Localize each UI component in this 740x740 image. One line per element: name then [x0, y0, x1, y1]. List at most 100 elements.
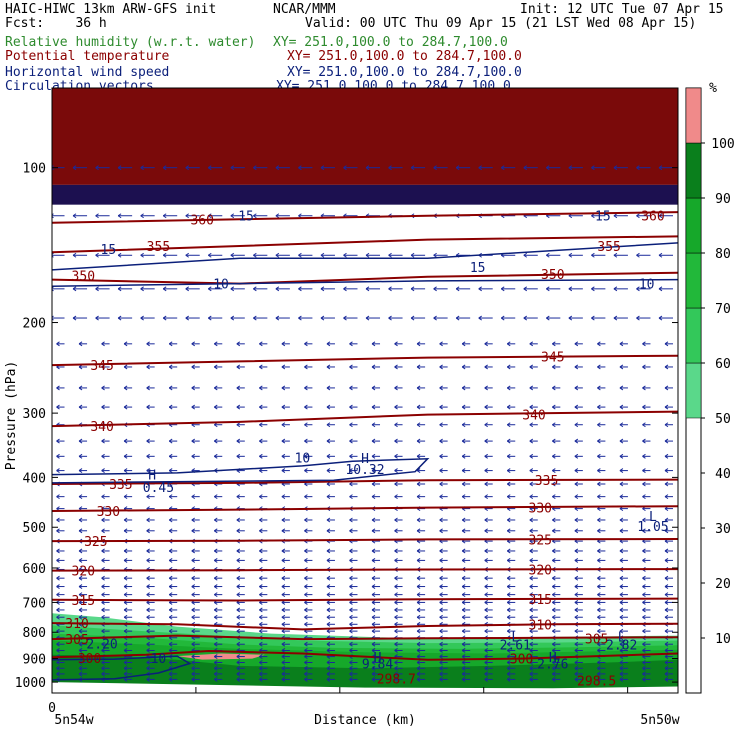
- wind-vector-head: [394, 364, 398, 370]
- wind-vector-head: [326, 528, 331, 534]
- wind-vector-head: [664, 614, 669, 620]
- wind-vector-head: [191, 628, 196, 634]
- wind-vector-head: [349, 592, 353, 598]
- wind-vector-head: [506, 385, 511, 391]
- wind-vector-head: [439, 584, 443, 589]
- wind-vector-head: [101, 584, 105, 589]
- wind-vector-head: [642, 676, 646, 682]
- wind-vector-head: [410, 286, 415, 292]
- wind-vector-head: [191, 584, 196, 589]
- wind-vector-head: [394, 404, 398, 410]
- wind-vector-head: [484, 517, 488, 523]
- wind-vector-head: [478, 315, 482, 321]
- wind-vector-head: [236, 665, 241, 671]
- wind-vector-head: [123, 517, 128, 523]
- wind-vector-head: [574, 453, 579, 459]
- wind-vector-head: [168, 648, 173, 653]
- wind-vector-head: [168, 453, 173, 459]
- wind-vector-head: [101, 528, 105, 534]
- wind-vector-head: [394, 614, 398, 620]
- wind-vector-head: [349, 453, 353, 459]
- wind-vector-head: [416, 404, 421, 410]
- wind-vector-head: [664, 438, 669, 444]
- theta-label: 355: [147, 240, 170, 255]
- wind-vector-head: [394, 453, 398, 459]
- wind-vector-head: [326, 641, 331, 647]
- wind-vector-head: [349, 614, 353, 620]
- wind-vector-head: [461, 575, 466, 581]
- colorbar-tick-label: 70: [715, 302, 731, 317]
- wind-vector-head: [619, 404, 624, 410]
- wind-vector-head: [658, 315, 663, 321]
- wind-vector-head: [304, 438, 308, 444]
- wind-vector-head: [123, 438, 128, 444]
- theta-label: 305: [65, 633, 88, 648]
- wind-vector-head: [304, 660, 308, 665]
- wind-vector-head: [304, 671, 308, 677]
- wind-vector-head: [281, 592, 286, 598]
- wind-vector-head: [259, 654, 263, 659]
- wind-vector-head: [298, 315, 302, 321]
- wind-vector-head: [664, 592, 669, 598]
- theta-label: 320: [72, 565, 95, 580]
- wind-vector-head: [326, 364, 331, 370]
- wind-vector-head: [506, 628, 511, 634]
- theta-label: 325: [84, 535, 107, 550]
- wind-vector-head: [371, 621, 376, 627]
- theta-contour-330: [52, 505, 678, 512]
- wind-vector-head: [439, 557, 443, 563]
- wind-vector-head: [642, 665, 646, 671]
- wind-vector-head: [664, 654, 669, 659]
- colorbar-tick-label: 90: [715, 192, 731, 207]
- theta-label: 310: [529, 618, 552, 633]
- wind-vector-head: [416, 517, 421, 523]
- wind-vector-head: [439, 654, 443, 659]
- wind-vector-head: [78, 528, 83, 534]
- wind-vector-head: [123, 341, 128, 347]
- wind-vector-head: [207, 252, 212, 258]
- wind-vector-head: [461, 453, 466, 459]
- wind-vector-head: [304, 341, 308, 347]
- wind-vector-head: [552, 592, 556, 598]
- wind-vector-head: [619, 641, 624, 647]
- wind-vector-head: [597, 628, 601, 634]
- init-time: Init: 12 UTC Tue 07 Apr 15: [520, 2, 724, 17]
- wind-vector-head: [619, 341, 624, 347]
- wind-vector-head: [230, 315, 235, 321]
- wind-vector-head: [259, 364, 263, 370]
- theta-label: 315: [72, 594, 95, 609]
- wind-vector-head: [259, 557, 263, 563]
- extremum-value: 2.20: [86, 638, 117, 653]
- wind-vector-head: [281, 654, 286, 659]
- theta-label: 320: [529, 563, 552, 578]
- wind-speed-label: 10: [213, 278, 229, 293]
- wind-vector-head: [552, 599, 556, 605]
- extremum-value: 2.61: [500, 638, 531, 653]
- extremum-marker: H: [549, 651, 557, 666]
- wind-vector-head: [552, 528, 556, 534]
- wind-vector-head: [552, 385, 556, 391]
- wind-vector-head: [259, 548, 263, 554]
- wind-vector-head: [574, 404, 579, 410]
- wind-vector-head: [529, 548, 534, 554]
- wind-vector-head: [281, 438, 286, 444]
- wind-vector-head: [642, 494, 646, 500]
- wind-vector-head: [146, 665, 150, 671]
- wind-vector-head: [574, 607, 579, 613]
- wind-vector-head: [574, 548, 579, 554]
- wind-vector-head: [371, 592, 376, 598]
- wind-vector-head: [101, 557, 105, 563]
- wind-vector-head: [658, 286, 663, 292]
- wind-vector-head: [146, 575, 150, 581]
- wind-vector-head: [56, 614, 60, 620]
- wind-vector-head: [506, 575, 511, 581]
- wind-vector-head: [146, 557, 150, 563]
- wind-vector-head: [636, 286, 640, 292]
- wind-vector-head: [371, 468, 376, 474]
- wind-vector-head: [664, 599, 669, 605]
- wind-vector-head: [162, 165, 167, 171]
- theta-label: 330: [97, 505, 120, 520]
- wind-vector-head: [416, 592, 421, 598]
- wind-vector-head: [146, 676, 150, 682]
- wind-vector-head: [320, 252, 325, 258]
